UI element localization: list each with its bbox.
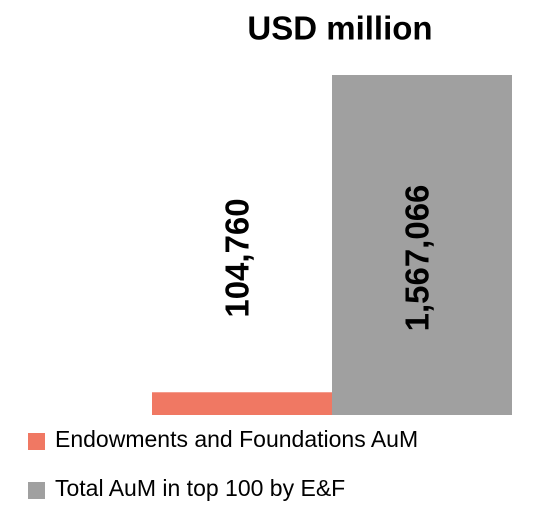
bar: [332, 75, 512, 415]
legend-swatch: [28, 433, 45, 450]
legend-label: Endowments and Foundations AuM: [55, 426, 418, 452]
data-label: 104,760: [219, 198, 256, 317]
legend-swatch: [28, 482, 45, 499]
chart-title: USD million: [247, 10, 432, 47]
data-label: 1,567,066: [399, 185, 436, 332]
legend-label: Total AuM in top 100 by E&F: [55, 475, 345, 501]
bar: [152, 392, 332, 415]
